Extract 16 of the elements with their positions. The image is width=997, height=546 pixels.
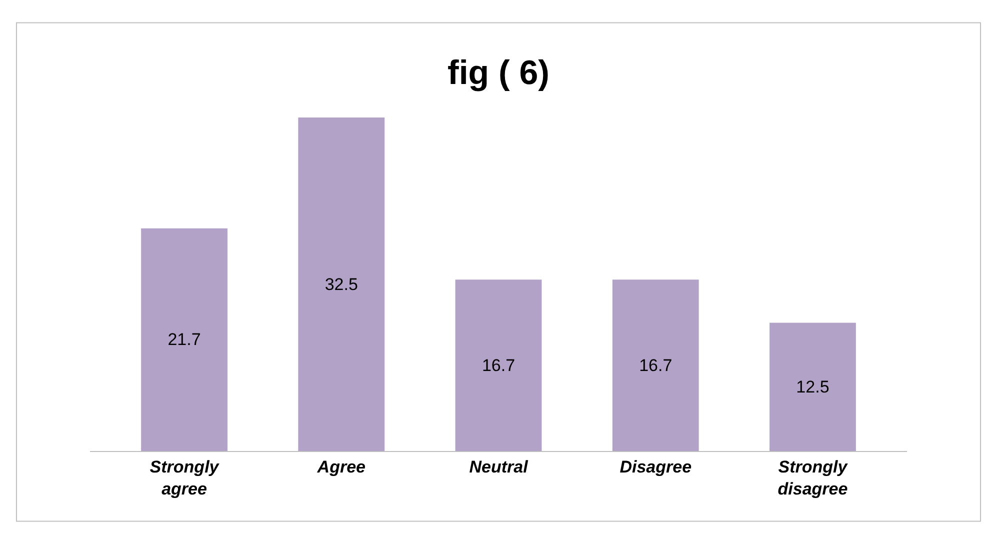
chart-title: fig ( 6) (448, 54, 550, 92)
x-tick-label: Strongly agree (150, 457, 220, 498)
x-tick-label: Neutral (469, 457, 530, 476)
bar (455, 280, 542, 451)
bar (141, 228, 228, 451)
x-tick-label: Disagree (620, 457, 692, 476)
data-label: 16.7 (639, 356, 672, 375)
bar (612, 280, 699, 451)
bar (770, 322, 856, 451)
data-label: 12.5 (796, 377, 830, 396)
bar (298, 118, 385, 451)
x-tick-label: Agree (316, 457, 366, 476)
data-label: 16.7 (482, 356, 516, 375)
x-tick-label: Strongly disagree (778, 457, 849, 498)
data-label: 32.5 (324, 274, 358, 294)
data-label: 21.7 (168, 330, 201, 350)
